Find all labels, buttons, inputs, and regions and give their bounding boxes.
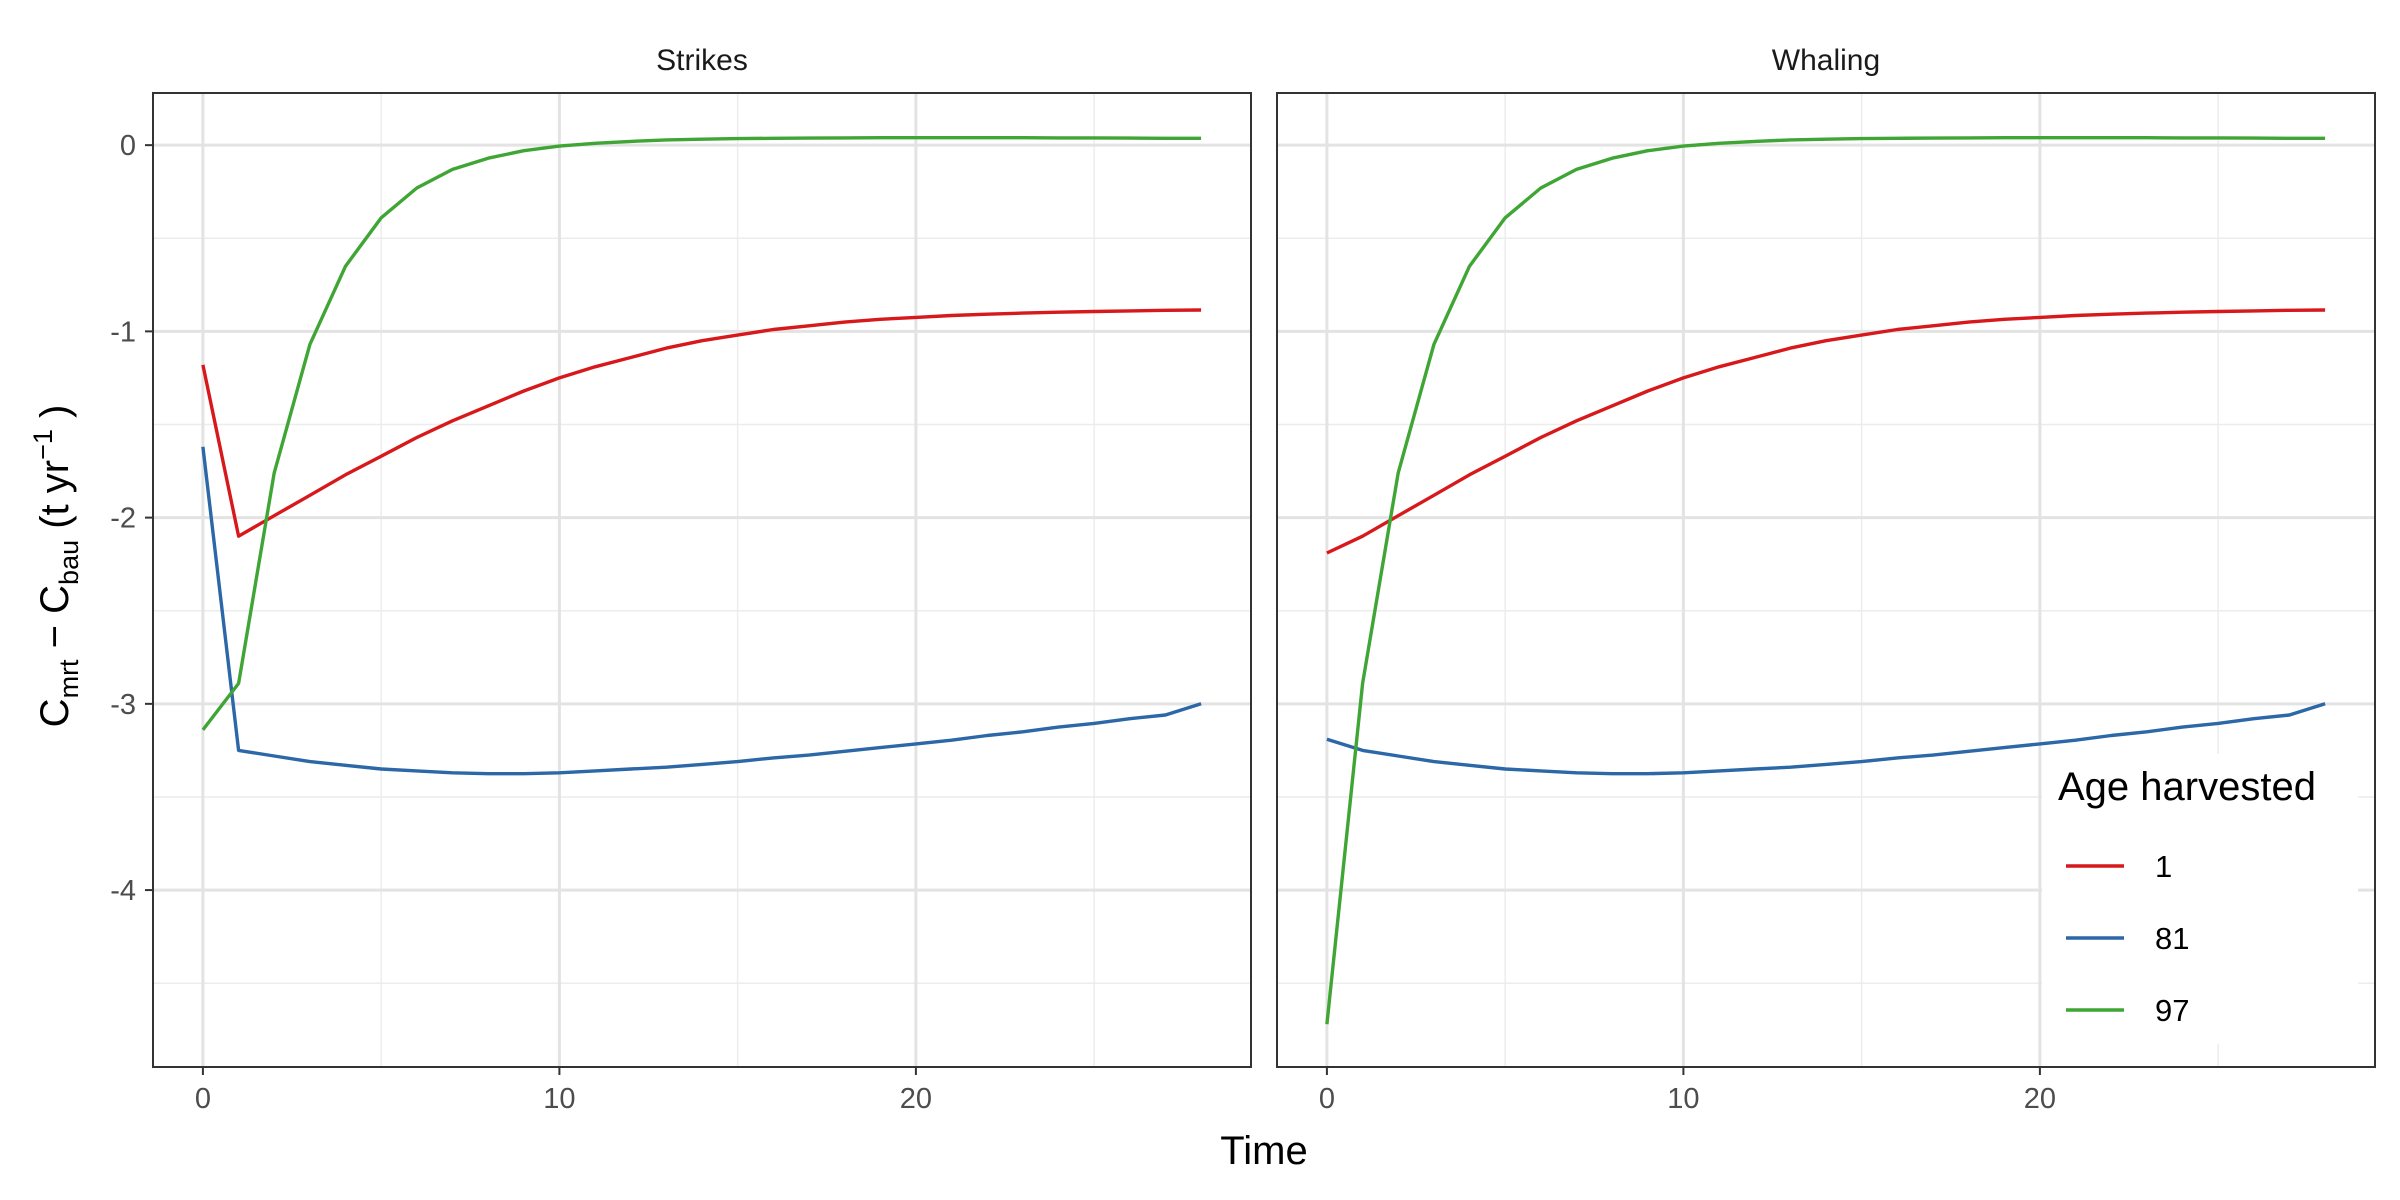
- panel-border: [1276, 92, 2376, 1068]
- x-tick-label: 10: [1667, 1083, 1699, 1115]
- legend-label: 1: [2155, 849, 2172, 884]
- series-line-1: [201, 308, 1202, 538]
- legend-item-97: 97: [2062, 976, 2189, 1044]
- panel-border: [152, 92, 1252, 1068]
- series-line-81: [1326, 702, 2326, 776]
- x-tick-label: 20: [900, 1083, 932, 1115]
- legend-label: 81: [2155, 921, 2189, 956]
- y-axis-title: Cmrt − Cbau (t yr−1 ): [28, 405, 84, 728]
- legend: Age harvested 1 81 97: [2042, 754, 2358, 1044]
- x-axis-title: Time: [1220, 1129, 1307, 1173]
- series-line-97: [201, 135, 1202, 731]
- legend-label: 97: [2155, 993, 2189, 1028]
- series-line-81: [201, 446, 1202, 776]
- panel-background: [153, 93, 1251, 1067]
- legend-item-1: 1: [2062, 832, 2172, 900]
- panel-strikes: Strikes 0 10 20 0 -1 -2 -3 -4: [110, 44, 1252, 1115]
- x-tick-label: 20: [2024, 1083, 2056, 1115]
- x-tick-label: 10: [543, 1083, 575, 1115]
- legend-item-81: 81: [2062, 904, 2189, 972]
- legend-items: 1 81 97: [2062, 832, 2189, 1044]
- y-tick-label: -4: [110, 875, 136, 907]
- y-tick-label: -1: [110, 316, 136, 348]
- y-tick-label: -2: [110, 503, 136, 535]
- facet-strip-label: Whaling: [1772, 44, 1880, 77]
- x-tick-label: 0: [195, 1083, 211, 1115]
- x-tick-label: 0: [1319, 1083, 1335, 1115]
- y-tick-label: 0: [120, 130, 136, 162]
- facet-strip-label: Strikes: [656, 44, 748, 77]
- series-line-1: [1326, 308, 2326, 555]
- legend-title: Age harvested: [2058, 765, 2316, 809]
- series-line-97: [1325, 135, 2326, 1025]
- y-tick-label: -3: [110, 689, 136, 721]
- facet-panels: Strikes 0 10 20 0 -1 -2 -3 -4 Whaling 0 10 20: [110, 44, 2376, 1115]
